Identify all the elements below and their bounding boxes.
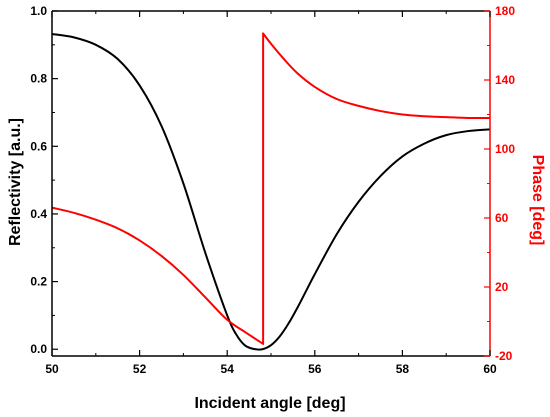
- y2-tick-label: 180: [495, 4, 515, 18]
- x-tick-label: 58: [396, 362, 410, 376]
- y2-tick-label: 140: [495, 73, 515, 87]
- y2-tick-label: 100: [495, 142, 515, 156]
- x-tick-label: 60: [483, 362, 497, 376]
- y2-tick-label: 20: [495, 280, 509, 294]
- plot-area: [51, 32, 491, 351]
- y-tick-label: 0.4: [30, 207, 47, 221]
- y-tick-label: 0.8: [30, 72, 47, 86]
- y-tick-label: 0.0: [30, 342, 47, 356]
- y2-tick-label: 60: [495, 211, 509, 225]
- x-tick-label: 56: [308, 362, 322, 376]
- phase-line: [51, 32, 491, 345]
- y-tick-label: 1.0: [30, 4, 47, 18]
- x-tick-label: 50: [45, 362, 59, 376]
- axes: 50 52 54 56 58 60 0.0 0.2 0.4 0.6 0.8 1.0 -20 20 60 100…: [30, 4, 515, 376]
- reflectivity-line: [51, 33, 491, 351]
- x-axis-title: Incident angle [deg]: [194, 395, 345, 412]
- y-axis-title: Reflectivity [a.u.]: [7, 118, 24, 246]
- y-tick-label: 0.2: [30, 275, 47, 289]
- y-tick-label: 0.6: [30, 139, 47, 153]
- y2-tick-label: -20: [495, 349, 513, 363]
- y2-axis-title: Phase [deg]: [529, 155, 546, 246]
- x-tick-label: 52: [133, 362, 147, 376]
- x-tick-label: 54: [221, 362, 235, 376]
